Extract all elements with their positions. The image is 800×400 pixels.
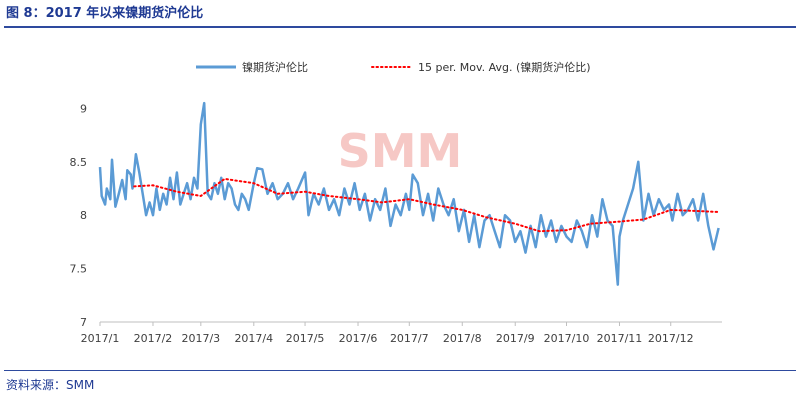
x-tick-label: 2017/10: [544, 332, 590, 345]
x-tick-label: 2017/7: [390, 332, 429, 345]
legend-label-ratio: 镍期货沪伦比: [242, 60, 308, 74]
x-tick-label: 2017/12: [648, 332, 694, 345]
x-tick-label: 2017/9: [496, 332, 535, 345]
legend-label-moving-average: 15 per. Mov. Avg. (镍期货沪伦比): [418, 60, 591, 74]
bottom-rule: [4, 370, 796, 371]
y-tick-label: 7: [80, 316, 87, 329]
x-tick-label: 2017/8: [443, 332, 482, 345]
y-tick-label: 9: [80, 102, 87, 115]
x-tick-label: 2017/6: [339, 332, 378, 345]
source-note: 资料来源：SMM: [6, 378, 95, 392]
x-tick-label: 2017/4: [234, 332, 273, 345]
figure-title: 图 8：2017 年以来镍期货沪伦比: [6, 6, 204, 21]
y-tick-label: 8.5: [70, 156, 88, 169]
x-tick-label: 2017/2: [134, 332, 173, 345]
top-rule: [4, 26, 796, 28]
x-tick-label: 2017/3: [181, 332, 220, 345]
moving-average-line: [133, 177, 720, 233]
ratio-series-line: [98, 101, 720, 286]
x-tick-label: 2017/11: [597, 332, 643, 345]
x-tick-label: 2017/5: [286, 332, 325, 345]
chart: SMM 7 7.5 8 8.5 9 2017/1 2017/2 2017/3 2017/4 201…: [70, 60, 722, 345]
watermark-logo: SMM: [338, 124, 463, 178]
y-tick-label: 8: [80, 209, 87, 222]
y-tick-label: 7.5: [70, 263, 88, 276]
x-tick-label: 2017/1: [81, 332, 120, 345]
